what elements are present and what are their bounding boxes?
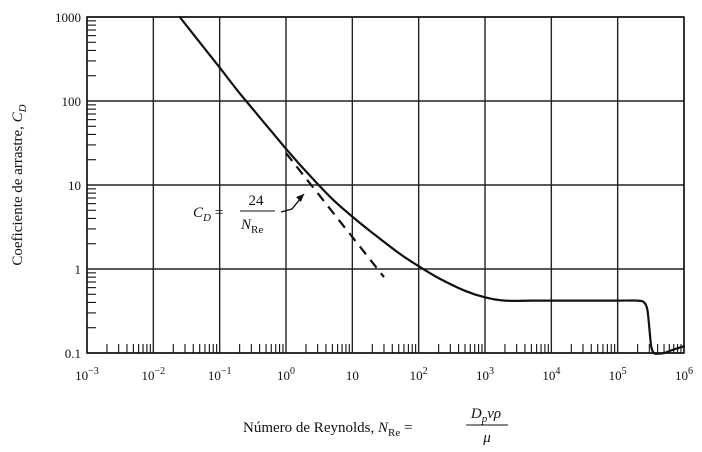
x-axis-label-numerator-sub: p	[481, 413, 488, 425]
series-line-0-solid	[178, 15, 686, 355]
y-tick-label-0: 0.1	[65, 346, 81, 361]
y-tick-label-2: 10	[68, 178, 81, 193]
x-tick-label-3: 100	[277, 366, 295, 383]
x-axis-label-subscript: Re	[388, 427, 400, 439]
x-axis-label-text: Número de Reynolds, NRe =	[243, 420, 412, 439]
y-tick-label-4: 1000	[55, 10, 81, 25]
grid-lines	[86, 16, 685, 354]
y-tick-label-3: 100	[62, 94, 82, 109]
x-tick-label-7: 104	[542, 366, 560, 383]
y-axis-label-subscript: D	[17, 104, 29, 113]
x-axis-label-numerator-sym: D	[470, 406, 482, 422]
x-tick-label-5: 102	[410, 366, 428, 383]
x-tick-label-6: 103	[476, 366, 494, 383]
y-axis-label-main: Coeficiente de arrastre,	[10, 122, 26, 265]
x-tick-label-2: 10−1	[208, 366, 232, 383]
x-axis-label-equals: =	[400, 420, 412, 436]
x-axis-label-numerator: Dpvρ	[470, 406, 501, 425]
x-tick-label-0: 10−3	[75, 366, 99, 383]
annotation-denominator-subscript: Re	[251, 224, 263, 236]
x-tick-label-9: 106	[675, 366, 693, 383]
annotation-denominator-symbol: N	[240, 217, 252, 233]
annotation-equals: =	[211, 205, 223, 221]
x-tick-label-4: 10	[346, 368, 359, 383]
annotation-arrowhead	[296, 194, 304, 202]
y-tick-labels: 0.1 1 10 100 1000	[55, 10, 81, 361]
annotation-lhs: CD =	[193, 205, 223, 224]
stokes-law-annotation: CD = 24 NRe	[193, 193, 305, 236]
minor-ticks	[87, 20, 682, 353]
series-group	[178, 15, 686, 355]
y-axis-label-symbol: C	[10, 111, 26, 122]
y-tick-label-1: 1	[75, 262, 82, 277]
x-axis-label-numerator-rest: vρ	[487, 406, 501, 422]
x-axis-label-symbol: N	[377, 420, 389, 436]
annotation-denominator: NRe	[240, 217, 263, 236]
annotation-lhs-symbol: C	[193, 205, 204, 221]
annotation-lhs-subscript: D	[202, 212, 211, 224]
x-axis-label: Número de Reynolds, NRe = Dpvρ μ	[243, 406, 508, 446]
y-axis-label: Coeficiente de arrastre, CD	[10, 104, 29, 265]
annotation-numerator: 24	[249, 193, 265, 209]
plot-frame	[86, 16, 685, 354]
x-tick-labels: 10−3 10−2 10−1 100 10 102 103 104 105 106	[75, 366, 693, 383]
x-tick-label-8: 105	[609, 366, 627, 383]
x-axis-label-main: Número de Reynolds,	[243, 420, 378, 436]
series-line-1-dashed	[285, 152, 385, 278]
x-tick-label-1: 10−2	[142, 366, 166, 383]
x-axis-label-denominator: μ	[482, 430, 491, 446]
